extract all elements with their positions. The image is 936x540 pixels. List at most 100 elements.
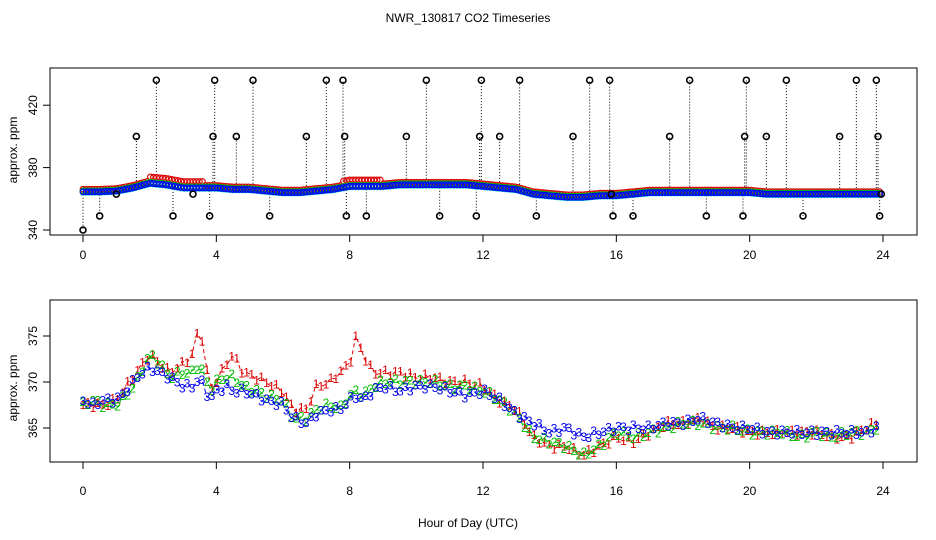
series-1-point: 1 xyxy=(724,423,731,437)
series-1-point: 1 xyxy=(362,355,369,369)
series-1-point: 1 xyxy=(764,426,771,440)
series-2-point: 2 xyxy=(417,372,424,386)
series-2-point: 2 xyxy=(407,374,414,388)
series-2-point: 2 xyxy=(754,425,761,439)
bottom-x-tick-label: 12 xyxy=(476,484,490,498)
series-3-point: 3 xyxy=(848,422,855,436)
series-3-point: 3 xyxy=(293,410,300,424)
series-1-point: 1 xyxy=(566,443,573,457)
series-1-point: 1 xyxy=(531,428,538,442)
series-2-point: 2 xyxy=(640,430,647,444)
series-2-point: 2 xyxy=(223,373,230,387)
spike-point xyxy=(477,76,486,85)
series-3-point: 3 xyxy=(288,411,295,425)
series-1-point: 1 xyxy=(164,360,171,374)
series-2-point: 2 xyxy=(615,429,622,443)
series-3-point: 3 xyxy=(501,400,508,414)
series-3-point: 3 xyxy=(248,387,255,401)
x-axis-label: Hour of Day (UTC) xyxy=(418,516,518,530)
series-1-point: 1 xyxy=(699,417,706,431)
series-2-point: 2 xyxy=(377,373,384,387)
bottom-panel: 1111111111111111111111111111111111111111… xyxy=(6,299,918,498)
series-3-point: 3 xyxy=(670,414,677,428)
series-3-point: 3 xyxy=(546,426,553,440)
series-2-point: 2 xyxy=(442,378,449,392)
series-3-point: 3 xyxy=(481,382,488,396)
series-2-point: 2 xyxy=(139,365,146,379)
series-1-point: 1 xyxy=(99,397,106,411)
data-point xyxy=(526,189,534,197)
series-3-point: 3 xyxy=(427,377,434,391)
series-2-point: 2 xyxy=(685,418,692,432)
series-1-point: 1 xyxy=(372,368,379,382)
series-1-point: 1 xyxy=(402,370,409,384)
series-1-point: 1 xyxy=(258,370,265,384)
bottom-y-tick-label: 365 xyxy=(26,418,40,438)
series-2-point: 2 xyxy=(372,381,379,395)
series-1-point: 1 xyxy=(427,373,434,387)
series-2-point: 2 xyxy=(337,398,344,412)
spike-point xyxy=(339,76,347,85)
series-3-point: 3 xyxy=(209,389,216,403)
series-3-point: 3 xyxy=(278,395,285,409)
series-3-point: 3 xyxy=(779,423,786,437)
series-1-point: 1 xyxy=(660,421,667,435)
series-3-point: 3 xyxy=(119,387,126,401)
series-2-point: 2 xyxy=(80,395,87,409)
series-2-point: 2 xyxy=(496,393,503,407)
series-2-point: 2 xyxy=(749,429,756,443)
series-3-point: 3 xyxy=(189,381,196,395)
series-3-point: 3 xyxy=(442,380,449,394)
series-3-point: 3 xyxy=(566,421,573,435)
series-2-point: 2 xyxy=(119,389,126,403)
series-3-point: 3 xyxy=(204,390,211,404)
series-3-point: 3 xyxy=(238,381,245,395)
series-3-point: 3 xyxy=(134,371,141,385)
series-1-point: 1 xyxy=(833,433,840,447)
series-1-point: 1 xyxy=(813,423,820,437)
data-point xyxy=(517,187,525,195)
series-3-point: 3 xyxy=(169,370,176,384)
series-1-point: 1 xyxy=(605,438,612,452)
series-1-point: 1 xyxy=(823,430,830,444)
series-2-point: 2 xyxy=(387,376,394,390)
series-3-point: 3 xyxy=(417,378,424,392)
series-1-point: 1 xyxy=(734,419,741,433)
series-2-point: 2 xyxy=(536,433,543,447)
series-3-point: 3 xyxy=(739,418,746,432)
series-3-point: 3 xyxy=(461,392,468,406)
series-1-point: 1 xyxy=(90,401,97,415)
series-3-point: 3 xyxy=(833,423,840,437)
spike-point xyxy=(685,76,694,85)
series-3-point: 3 xyxy=(764,424,771,438)
series-3-point: 3 xyxy=(328,405,335,419)
series-2-point: 2 xyxy=(600,439,607,453)
data-point xyxy=(168,182,176,190)
series-3-point: 3 xyxy=(268,394,275,408)
series-2-point: 2 xyxy=(799,427,806,441)
series-2-point: 2 xyxy=(189,363,196,377)
series-3-point: 3 xyxy=(645,418,652,432)
series-1-point: 1 xyxy=(412,371,419,385)
series-1-point: 1 xyxy=(635,432,642,446)
series-1-point: 1 xyxy=(595,439,602,453)
series-1-point: 1 xyxy=(268,380,275,394)
series-3-point: 3 xyxy=(804,426,811,440)
spike-point xyxy=(739,212,747,220)
spike-point xyxy=(422,76,431,85)
series-1-point: 1 xyxy=(615,431,622,445)
series-3-point: 3 xyxy=(873,419,880,433)
series-3-point: 3 xyxy=(313,411,320,425)
spike-point xyxy=(609,212,617,220)
series-3-point: 3 xyxy=(139,367,146,381)
series-2-point: 2 xyxy=(268,387,275,401)
spike-point xyxy=(835,132,844,141)
series-2-point: 2 xyxy=(585,447,592,461)
series-3-point: 3 xyxy=(709,415,716,429)
series-2-point: 2 xyxy=(263,392,270,406)
series-1-point: 1 xyxy=(144,354,151,368)
series-1-point: 1 xyxy=(432,371,439,385)
series-2-point: 2 xyxy=(184,367,191,381)
series-1-point: 1 xyxy=(199,334,206,348)
series-3-point: 3 xyxy=(149,365,156,379)
